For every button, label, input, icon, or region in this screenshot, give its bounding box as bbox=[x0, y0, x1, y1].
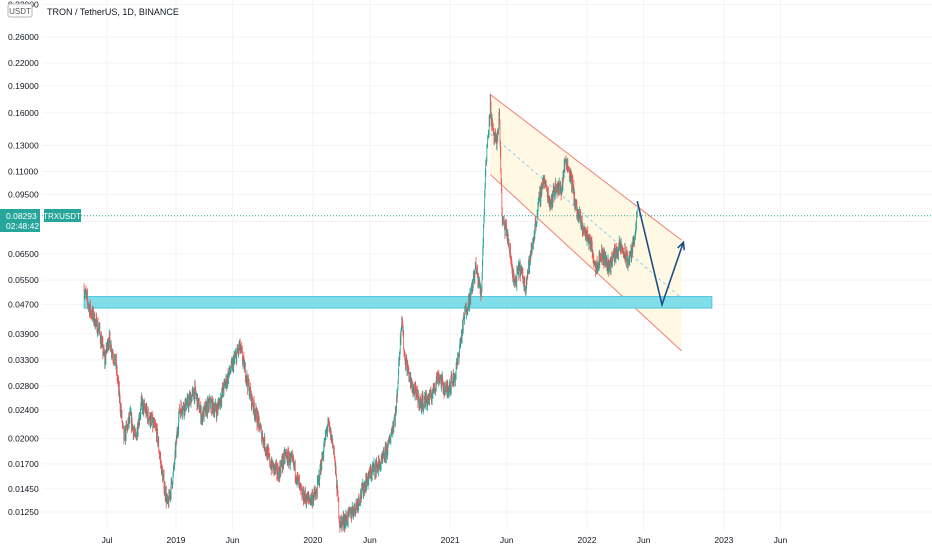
x-tick-label: 2019 bbox=[167, 535, 186, 545]
y-tick-label: 0.02800 bbox=[8, 381, 39, 391]
ticker-tag-box[interactable] bbox=[44, 209, 81, 222]
ticker-tag-label: TRXUSDT bbox=[43, 212, 81, 221]
y-tick-label: 0.01250 bbox=[8, 507, 39, 517]
y-tick-label: 0.13000 bbox=[8, 140, 39, 150]
support-zone[interactable] bbox=[83, 296, 713, 309]
symbol-title: TRON / TetherUS, 1D, BINANCE bbox=[47, 7, 179, 17]
price-tag-box bbox=[0, 209, 40, 232]
y-tick-label: 0.22000 bbox=[8, 58, 39, 68]
y-tick-label: 0.03900 bbox=[8, 329, 39, 339]
x-tick-label: 2022 bbox=[578, 535, 597, 545]
y-axis-labels: 0.320000.260000.220000.190000.160000.130… bbox=[8, 0, 39, 517]
y-tick-label: 0.05500 bbox=[8, 275, 39, 285]
y-tick-label: 0.11000 bbox=[8, 167, 38, 177]
x-axis-labels: Jul 2019 Jun 2020 Jun 2021 Jun 2022 Jun 2023 Jun bbox=[102, 535, 788, 545]
projection-arrowhead bbox=[677, 240, 686, 251]
x-tick-label: 2023 bbox=[714, 535, 733, 545]
x-tick-label: Jun bbox=[500, 535, 514, 545]
x-tick-label: Jun bbox=[226, 535, 240, 545]
channel-upper-line bbox=[489, 94, 682, 241]
y-tick-label: 0.19000 bbox=[8, 81, 39, 91]
y-tick-label: 0.03300 bbox=[8, 355, 39, 365]
y-tick-label: 0.26000 bbox=[8, 32, 39, 42]
y-tick-label: 0.01700 bbox=[8, 459, 39, 469]
y-tick-label: 0.02000 bbox=[8, 433, 39, 443]
y-tick-label: 0.04700 bbox=[8, 300, 39, 310]
x-tick-label: Jun bbox=[637, 535, 651, 545]
y-tick-label: 0.01450 bbox=[8, 484, 39, 494]
currency-badge[interactable] bbox=[7, 3, 33, 18]
x-tick-label: Jun bbox=[774, 535, 788, 545]
price-tag: 0.08293 02:48:42 TRXUSDT bbox=[0, 209, 81, 232]
channel-lower-line bbox=[489, 174, 682, 352]
candles bbox=[83, 93, 638, 533]
y-tick-label: 0.09500 bbox=[8, 190, 39, 200]
y-tick-label: 0.16000 bbox=[8, 108, 39, 118]
x-tick-label: Jul bbox=[102, 535, 113, 545]
y-tick-label: 0.02400 bbox=[8, 405, 39, 415]
currency-badge-label: USDT bbox=[9, 7, 31, 16]
y-tick-label: 0.06500 bbox=[8, 249, 39, 259]
price-tag-countdown: 02:48:42 bbox=[6, 221, 39, 231]
x-tick-label: 2020 bbox=[303, 535, 322, 545]
x-tick-label: Jun bbox=[363, 535, 377, 545]
channel-area bbox=[490, 94, 682, 351]
header: USDT TRON / TetherUS, 1D, BINANCE bbox=[7, 3, 179, 18]
x-tick-label: 2021 bbox=[441, 535, 460, 545]
projection-arrow[interactable] bbox=[636, 201, 685, 308]
price-tag-price: 0.08293 bbox=[6, 211, 37, 221]
